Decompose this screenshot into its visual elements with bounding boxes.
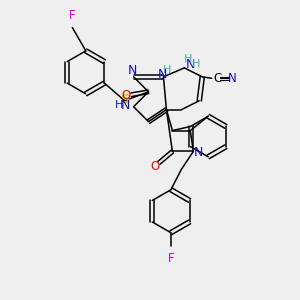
Text: N: N [194,146,203,160]
Text: F: F [168,251,174,265]
Text: C: C [213,72,221,85]
Text: F: F [69,9,76,22]
Text: N: N [128,64,137,77]
Text: O: O [151,160,160,173]
Text: H: H [192,59,200,69]
Text: N: N [158,68,167,81]
Text: N: N [121,99,130,112]
Text: H: H [184,54,192,64]
Text: H: H [163,65,171,75]
Text: S: S [121,93,130,106]
Text: H: H [115,100,123,110]
Text: N: N [186,58,196,71]
Text: O: O [122,89,131,102]
Text: N: N [228,72,236,85]
